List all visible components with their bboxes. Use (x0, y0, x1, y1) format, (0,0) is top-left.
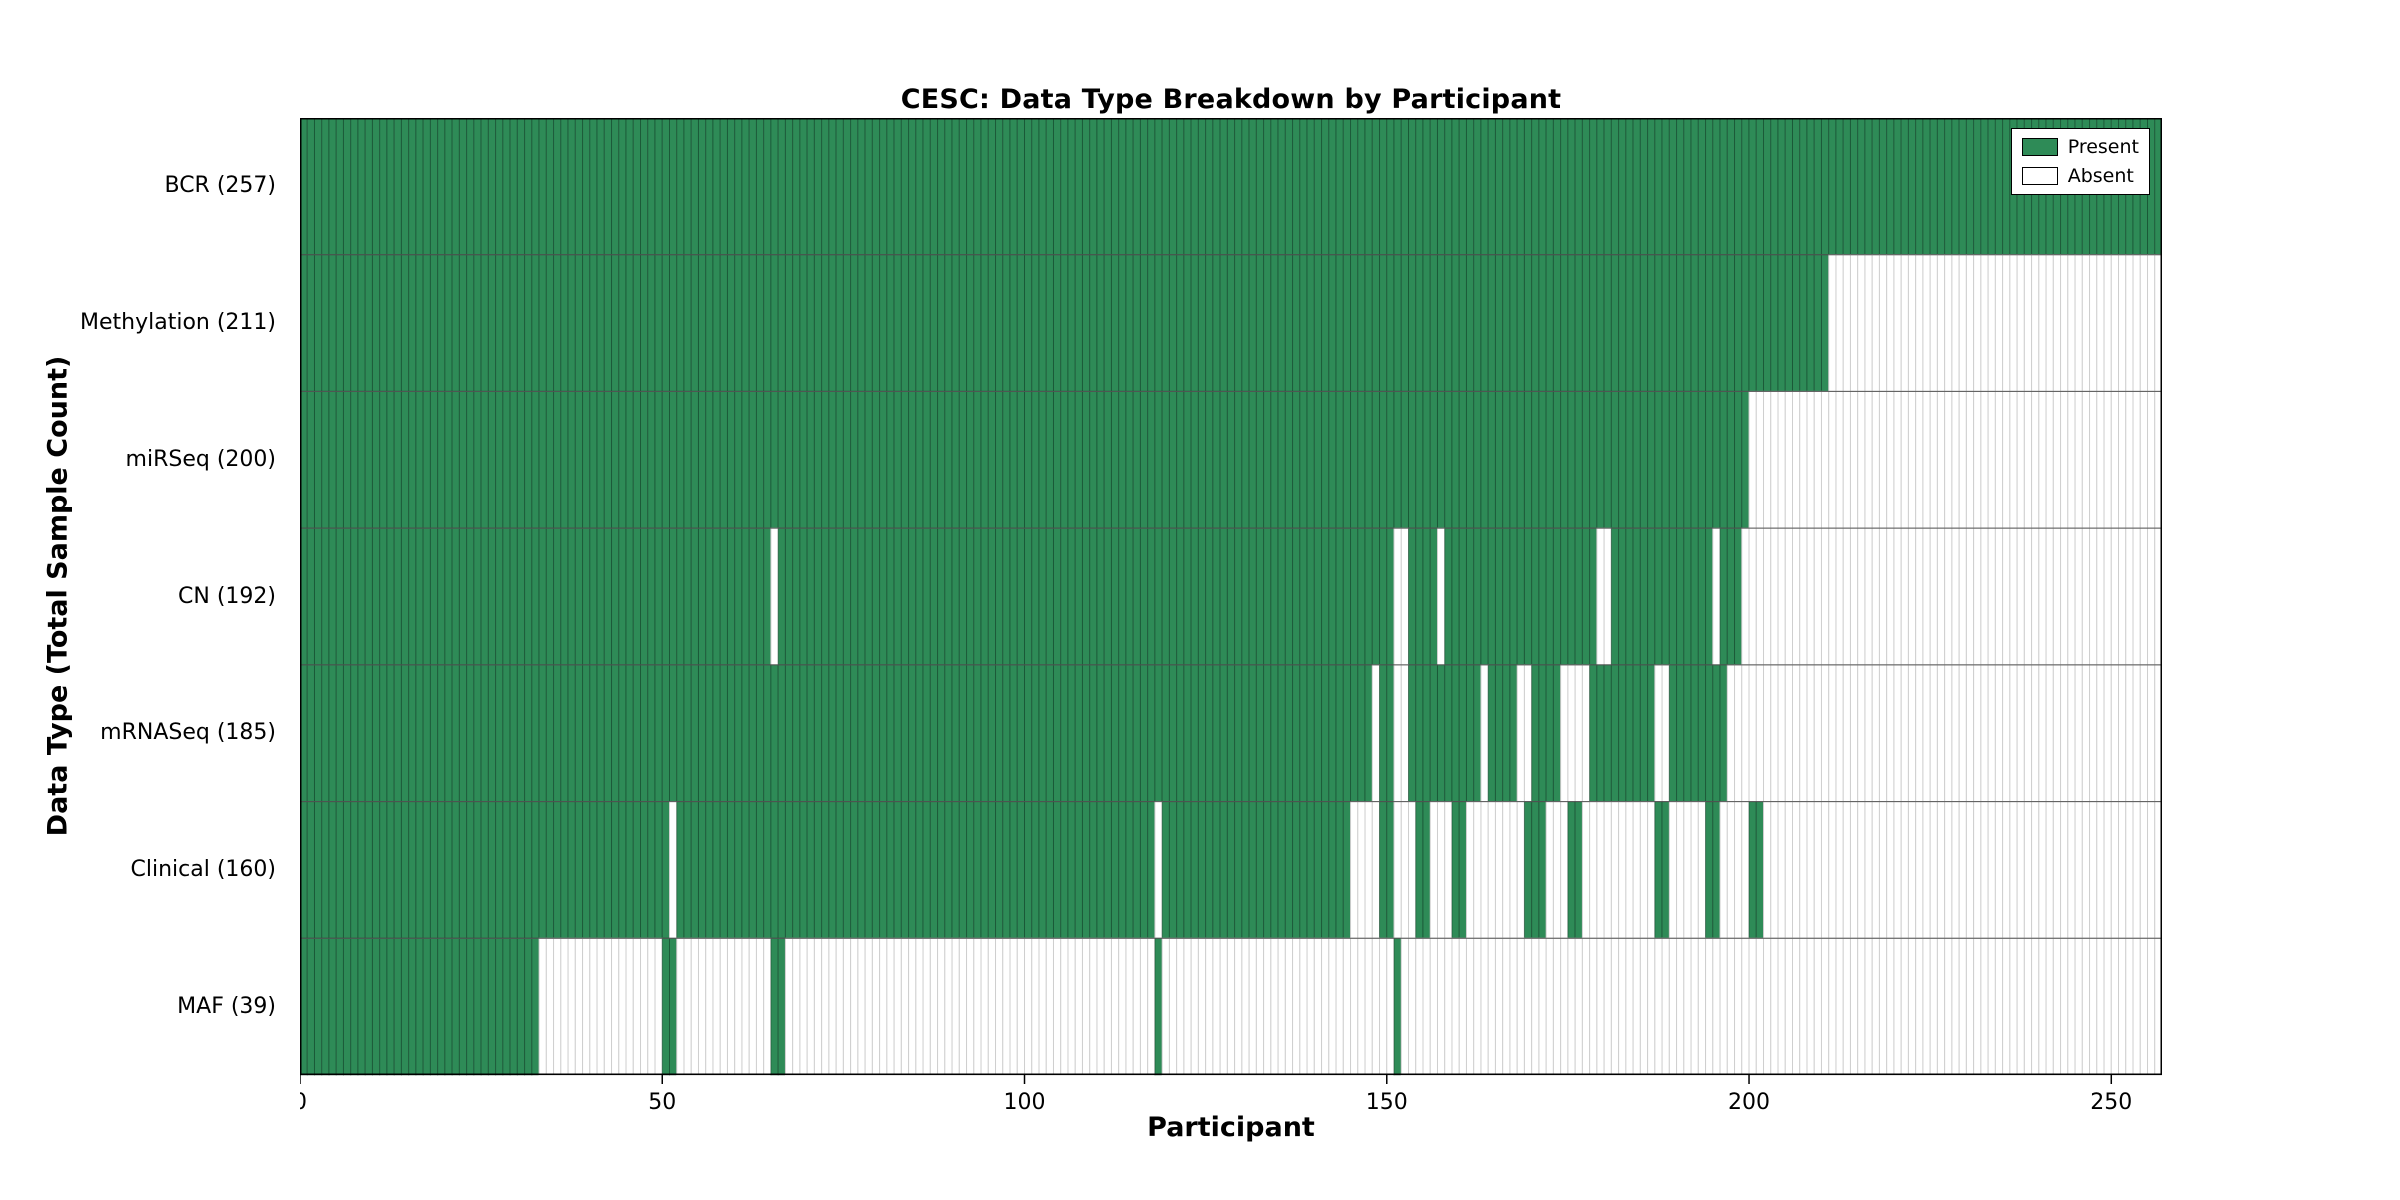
heatmap-plot: 0 50 100 150 200 250 (300, 118, 2162, 1115)
x-tick-label: 150 (1366, 1090, 1408, 1115)
present-swatch (2021, 138, 2058, 156)
x-tick-label: 50 (648, 1090, 676, 1115)
y-axis-label: mRNASeq (185) (100, 720, 276, 746)
heatmap-row (300, 254, 2162, 392)
legend-entry-absent: Absent (2021, 165, 2139, 187)
legend-entry-present: Present (2021, 136, 2139, 158)
legend-label-absent: Absent (2067, 165, 2134, 187)
x-tick-label: 0 (300, 1090, 307, 1115)
legend: Present Absent (2010, 128, 2150, 195)
x-tick-label: 200 (1728, 1090, 1770, 1115)
absent-swatch (2021, 167, 2058, 185)
heatmap-row (300, 118, 2162, 256)
y-axis-labels: BCR (257) Methylation (211) miRSeq (200) CN… (0, 118, 288, 1075)
x-axis-title: Participant (1147, 1112, 1315, 1143)
plot-border (300, 118, 2162, 1075)
y-axis-label: BCR (257) (164, 173, 276, 199)
legend-label-present: Present (2067, 136, 2139, 158)
y-axis-label: MAF (39) (177, 993, 276, 1019)
y-axis-label: Methylation (211) (80, 310, 276, 336)
x-tick-label: 250 (2090, 1090, 2132, 1115)
chart-title: CESC: Data Type Breakdown by Participant (900, 84, 1562, 115)
x-tick-label: 100 (1004, 1090, 1046, 1115)
heatmap-row (300, 801, 2162, 939)
y-axis-label: miRSeq (200) (125, 446, 276, 472)
heatmap-row (300, 390, 2162, 529)
heatmap-row (300, 527, 2162, 666)
y-axis-label: Clinical (160) (130, 856, 276, 882)
y-axis-label: CN (192) (178, 583, 276, 609)
heatmap-row (300, 937, 2162, 1076)
heatmap-row (300, 664, 2162, 803)
